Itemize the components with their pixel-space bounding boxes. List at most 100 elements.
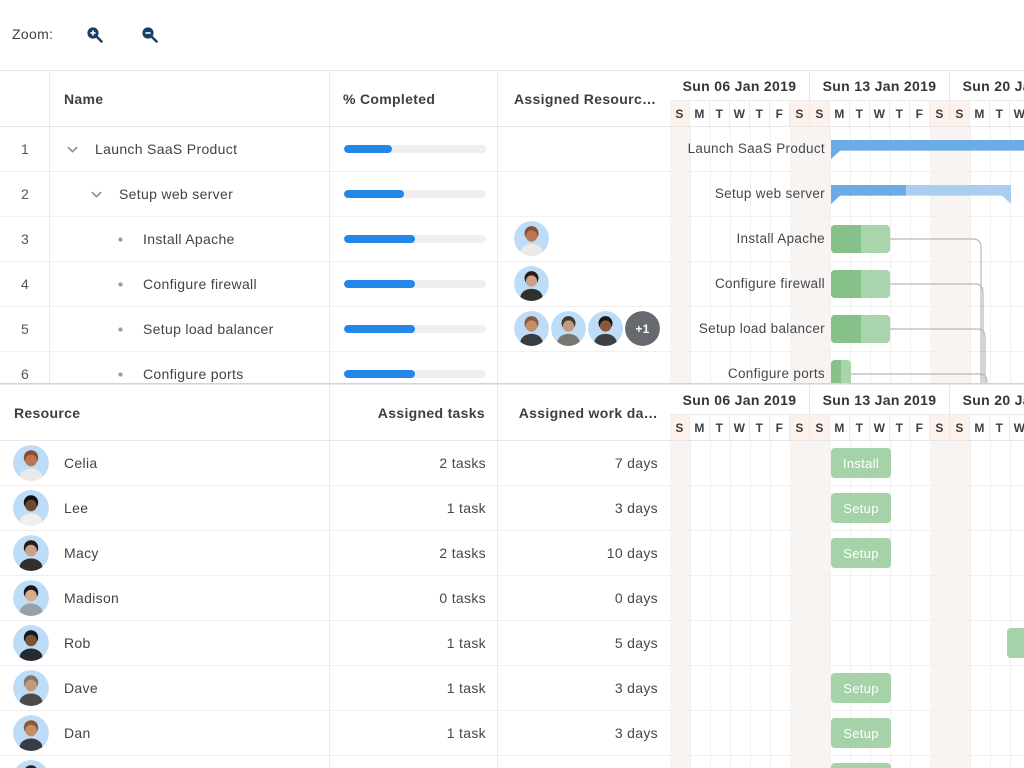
task-row-number: 5 <box>20 321 30 337</box>
resource-timeline-row[interactable] <box>670 576 1024 621</box>
day-letter-header: T <box>990 101 1010 126</box>
day-letter-header: W <box>730 101 750 126</box>
resource-timeline-row[interactable]: Setup <box>670 486 1024 531</box>
task-name-cell: Setup load balancer <box>50 307 330 351</box>
expand-collapse-chevron-icon[interactable] <box>64 141 80 157</box>
day-gridline <box>870 127 871 383</box>
weekend-stripe <box>790 441 810 768</box>
day-letter-header: W <box>1010 415 1024 440</box>
task-row[interactable]: 2 Setup web server <box>0 172 670 217</box>
parent-task-bar[interactable] <box>831 185 1011 204</box>
resource-row[interactable]: Madison 0 tasks 0 days <box>0 576 670 621</box>
resource-row[interactable]: Rob 1 task 5 days <box>0 621 670 666</box>
completed-column-header[interactable]: % Completed <box>330 71 498 126</box>
resource-timeline-row[interactable] <box>670 756 1024 768</box>
task-bar[interactable] <box>831 315 890 343</box>
resource-timeline-row[interactable]: Setup <box>670 666 1024 711</box>
task-name-cell: Launch SaaS Product <box>50 127 330 171</box>
task-row[interactable]: 5 Setup load balancer +1 <box>0 307 670 352</box>
weekend-stripe <box>670 441 690 768</box>
resource-row[interactable] <box>0 756 670 768</box>
timeline-task-row[interactable]: Setup web server <box>670 172 1024 217</box>
task-progress-fill <box>344 280 415 288</box>
resource-task-bar[interactable] <box>1007 628 1024 658</box>
task-name-cell: Configure ports <box>50 352 330 383</box>
task-row[interactable]: 4 Configure firewall <box>0 262 670 307</box>
day-letter-header: S <box>930 101 950 126</box>
week-label: Sun 13 Jan 2019 <box>822 391 937 408</box>
resource-avatar <box>13 445 49 481</box>
resource-avatar <box>13 625 49 661</box>
task-bar[interactable] <box>831 270 890 298</box>
timeline-task-row[interactable]: Configure ports <box>670 352 1024 383</box>
resource-name: Macy <box>64 545 99 561</box>
resources-column-header[interactable]: Assigned Resourc… <box>514 90 657 107</box>
resource-task-bar[interactable] <box>831 763 891 768</box>
task-bar-label: Install Apache <box>736 231 825 246</box>
task-row[interactable]: 6 Configure ports <box>0 352 670 383</box>
day-letter-header: T <box>850 101 870 126</box>
task-row[interactable]: 3 Install Apache <box>0 217 670 262</box>
resource-grid-body: Celia 2 tasks 7 days Lee 1 task 3 days Macy 2 t… <box>0 441 670 768</box>
resource-row[interactable]: Dan 1 task 3 days <box>0 711 670 756</box>
timeline-week-header: Sun 13 Jan 2019 <box>810 71 950 101</box>
assigned-workdays-value: 0 days <box>614 590 658 606</box>
resource-column-header[interactable]: Resource <box>0 385 330 440</box>
resource-task-bar-label: Setup <box>843 545 879 561</box>
day-gridline <box>770 441 771 768</box>
task-row-number: 2 <box>20 186 30 202</box>
resource-timeline-row[interactable]: Setup <box>670 531 1024 576</box>
assigned-workdays-column-header[interactable]: Assigned work da… <box>518 404 658 421</box>
timeline-task-row[interactable]: Install Apache <box>670 217 1024 262</box>
resource-row[interactable]: Dave 1 task 3 days <box>0 666 670 711</box>
task-bar[interactable] <box>831 360 851 383</box>
resource-task-bar[interactable]: Setup <box>831 538 891 568</box>
resource-timeline-row[interactable]: Setup <box>670 711 1024 756</box>
week-label: Sun 06 Jan 2019 <box>682 77 797 94</box>
zoom-out-button[interactable] <box>139 25 161 47</box>
resource-task-bar[interactable]: Install <box>831 448 891 478</box>
parent-task-bar[interactable] <box>831 140 1024 159</box>
task-progress-fill <box>344 325 415 333</box>
parent-task-progress <box>831 140 1024 159</box>
resource-row[interactable]: Lee 1 task 3 days <box>0 486 670 531</box>
task-name: Install Apache <box>143 231 235 247</box>
task-row[interactable]: 1 Launch SaaS Product <box>0 127 670 172</box>
resource-timeline-row[interactable]: Install <box>670 441 1024 486</box>
timeline-task-row[interactable]: Setup load balancer <box>670 307 1024 352</box>
assigned-tasks-column-header[interactable]: Assigned tasks <box>330 385 498 440</box>
resource-timeline-row[interactable] <box>670 621 1024 666</box>
assigned-tasks-value: 1 task <box>446 680 486 696</box>
zoom-in-button[interactable] <box>84 25 106 47</box>
resource-avatar <box>13 715 49 751</box>
resource-task-bar-label: Setup <box>843 725 879 741</box>
assigned-resource-avatar <box>514 311 549 346</box>
row-number-column-header <box>0 71 50 126</box>
day-letter-header: S <box>790 415 810 440</box>
timeline-task-row[interactable]: Launch SaaS Product <box>670 127 1024 172</box>
task-bar-progress <box>831 225 861 253</box>
resource-task-bar[interactable]: Setup <box>831 493 891 523</box>
resource-name: Lee <box>64 500 89 516</box>
day-letter-header: T <box>710 415 730 440</box>
expand-collapse-chevron-icon[interactable] <box>88 186 104 202</box>
day-letter-header: F <box>910 101 930 126</box>
name-column-header[interactable]: Name <box>50 71 330 126</box>
day-gridline <box>850 127 851 383</box>
zoom-label: Zoom: <box>12 26 54 42</box>
day-letter-header: M <box>830 101 850 126</box>
day-gridline <box>970 441 971 768</box>
timeline-week-header: Sun 20 Jan 2019 <box>950 385 1024 415</box>
resource-task-bar[interactable]: Setup <box>831 673 891 703</box>
magnifier-plus-icon <box>85 27 105 48</box>
column-separator <box>49 127 50 383</box>
day-letter-header: W <box>1010 101 1024 126</box>
task-bar[interactable] <box>831 225 890 253</box>
panel-splitter[interactable] <box>0 383 1024 385</box>
timeline-task-row[interactable]: Configure firewall <box>670 262 1024 307</box>
resource-task-bar[interactable]: Setup <box>831 718 891 748</box>
resource-row[interactable]: Macy 2 tasks 10 days <box>0 531 670 576</box>
resource-timeline-header: Sun 06 Jan 2019 S M T W T F S Sun 13 Jan 2019 S M T… <box>670 385 1024 441</box>
resource-row[interactable]: Celia 2 tasks 7 days <box>0 441 670 486</box>
